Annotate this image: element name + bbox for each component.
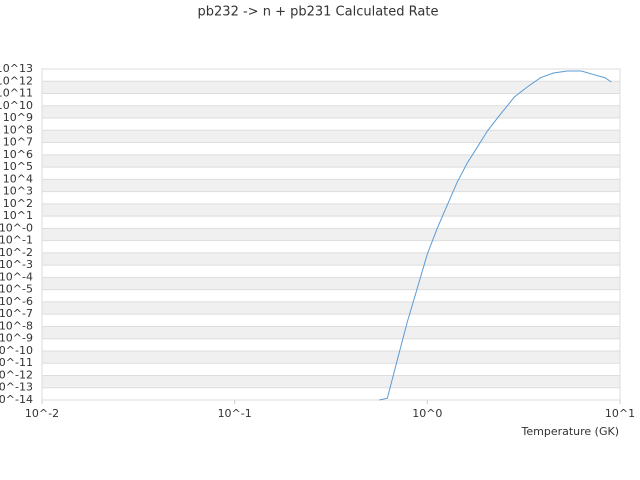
- y-tick-label: 10^-7: [0, 307, 33, 320]
- y-tick-label: 10^-4: [0, 270, 33, 283]
- x-tick-label: 10^0: [412, 407, 442, 420]
- y-tick-label: 10^-8: [0, 319, 33, 332]
- y-tick-label: 10^6: [3, 148, 33, 161]
- y-tick-label: 10^3: [3, 185, 33, 198]
- y-tick-label: 10^-10: [0, 344, 33, 357]
- y-tick-label: 10^-14: [0, 393, 33, 406]
- grid-band: [42, 130, 620, 143]
- grid-band: [42, 277, 620, 290]
- grid-band: [42, 228, 620, 241]
- y-tick-label: 10^1: [3, 209, 33, 222]
- y-tick-label: 10^9: [3, 111, 33, 124]
- y-tick-label: 10^13: [0, 62, 33, 75]
- grid-band: [42, 81, 620, 94]
- x-tick-label: 10^-2: [25, 407, 59, 420]
- grid-band: [42, 154, 620, 168]
- grid-band: [42, 350, 620, 364]
- y-tick-label: 10^-13: [0, 381, 33, 394]
- y-tick-label: 10^-9: [0, 332, 33, 345]
- x-tick-label: 10^1: [605, 407, 635, 420]
- plot-frame: [41, 68, 621, 401]
- y-tick-label: 10^8: [3, 123, 33, 136]
- y-tick-label: 10^11: [0, 87, 33, 100]
- y-tick-label: 10^-11: [0, 356, 33, 369]
- data-line: [379, 70, 612, 401]
- y-tick-label: 10^-0: [0, 221, 33, 234]
- x-axis-label: Temperature (GK): [521, 425, 620, 438]
- grid-band: [42, 326, 620, 339]
- y-tick-label: 10^12: [0, 74, 33, 87]
- y-tick-label: 10^7: [3, 136, 33, 149]
- x-tick-label: 10^-1: [218, 407, 252, 420]
- grid-band: [42, 252, 620, 266]
- y-tick-label: 10^4: [3, 172, 33, 185]
- y-tick-label: 10^-2: [0, 246, 33, 259]
- y-tick-label: 10^-12: [0, 368, 33, 381]
- chart-title: pb232 -> n + pb231 Calculated Rate: [198, 5, 439, 20]
- y-tick-label: 10^-5: [0, 283, 33, 296]
- y-tick-label: 10^-3: [0, 258, 33, 271]
- y-tick-label: 10^10: [0, 99, 33, 112]
- grid-band: [42, 375, 620, 388]
- grid-band: [42, 203, 620, 217]
- y-tick-label: 10^5: [3, 160, 33, 173]
- y-tick-label: 10^2: [3, 197, 33, 210]
- grid-band: [42, 301, 620, 315]
- grid-band: [42, 179, 620, 192]
- y-tick-label: 10^-6: [0, 295, 33, 308]
- grid-band: [42, 105, 620, 119]
- y-tick-label: 10^-1: [0, 234, 33, 247]
